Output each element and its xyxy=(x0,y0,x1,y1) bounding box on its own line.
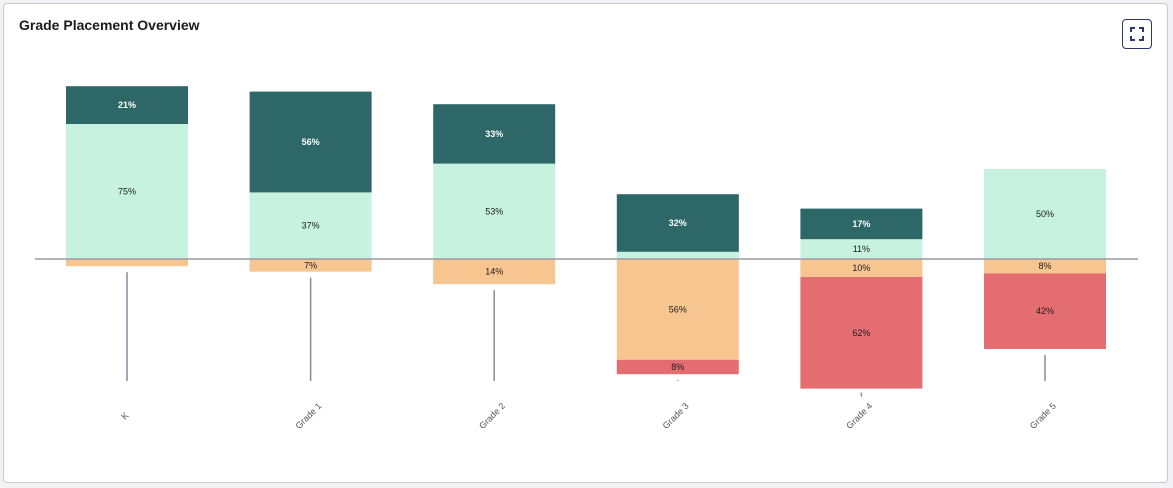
data-label: 50% xyxy=(1036,209,1054,219)
bar-segment-above-near[interactable] xyxy=(249,192,372,259)
bar-segment-above-near[interactable] xyxy=(433,163,556,259)
x-tick-label: Grade 2 xyxy=(477,401,507,431)
bar-segment-above-near[interactable] xyxy=(800,239,923,259)
x-tick-label: K xyxy=(119,410,130,421)
bar-segment-below-near[interactable] xyxy=(433,259,556,285)
bar-segment-above-near[interactable] xyxy=(984,169,1106,259)
bar-segment-above-near[interactable] xyxy=(66,124,188,259)
data-label: 10% xyxy=(852,263,870,273)
data-label: 21% xyxy=(118,100,136,110)
expand-icon xyxy=(1130,27,1144,41)
bar-segment-above-far[interactable] xyxy=(800,208,923,240)
bar-segment-above-far[interactable] xyxy=(616,194,739,252)
data-label: 32% xyxy=(669,218,687,228)
data-label: 11% xyxy=(853,244,870,254)
bar-segment-above-far[interactable] xyxy=(433,104,556,164)
bar-segment-below-far[interactable] xyxy=(984,273,1106,349)
page-title: Grade Placement Overview xyxy=(19,17,200,33)
data-label: 33% xyxy=(485,129,503,139)
bar-segment-below-near[interactable] xyxy=(616,259,739,360)
x-tick-label: Grade 5 xyxy=(1028,401,1058,431)
data-label: 42% xyxy=(1036,306,1054,316)
expand-button[interactable] xyxy=(1122,19,1152,49)
data-label: 56% xyxy=(302,137,320,147)
x-tick-label: Grade 3 xyxy=(661,401,691,431)
bar-segment-below-near[interactable] xyxy=(66,259,188,267)
bar-segment-above-near[interactable] xyxy=(616,251,739,259)
bar-segment-below-far[interactable] xyxy=(800,277,923,389)
data-label: 37% xyxy=(302,221,320,231)
bar-segment-below-near[interactable] xyxy=(249,259,372,272)
x-tick-label: Grade 1 xyxy=(293,401,323,431)
data-label: 14% xyxy=(485,267,503,277)
bar-segment-above-far[interactable] xyxy=(66,86,188,124)
bar-segment-below-far[interactable] xyxy=(616,359,739,375)
data-label: 8% xyxy=(1038,261,1051,271)
data-label: 8% xyxy=(671,362,684,372)
data-label: 53% xyxy=(485,206,503,216)
bar-segment-above-far[interactable] xyxy=(249,91,372,193)
data-label: 17% xyxy=(852,219,870,229)
data-label: 62% xyxy=(852,328,870,338)
bar-segment-below-near[interactable] xyxy=(984,259,1106,274)
x-tick-label: Grade 4 xyxy=(844,401,874,431)
data-label: 75% xyxy=(118,187,136,197)
data-label: 56% xyxy=(669,304,687,314)
data-label: 7% xyxy=(304,260,317,270)
chart-card: Grade Placement Overview xyxy=(3,3,1168,483)
bar-segment-below-near[interactable] xyxy=(800,259,923,277)
